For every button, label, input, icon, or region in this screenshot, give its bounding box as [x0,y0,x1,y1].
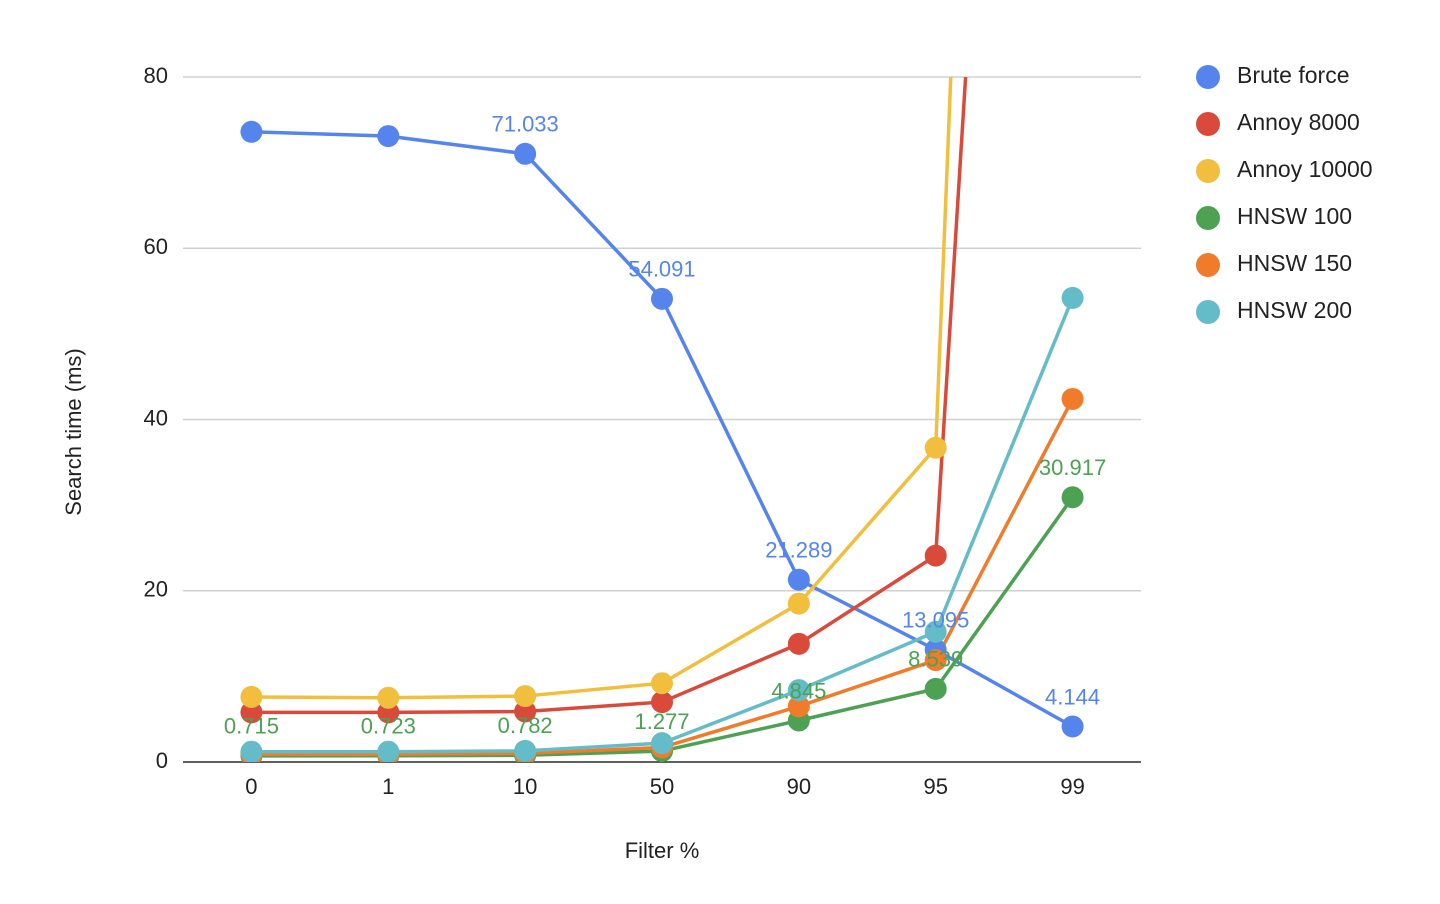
data-point [240,685,263,708]
y-axis-label: Search time (ms) [61,348,86,515]
data-point [514,700,537,723]
data-point [651,287,673,310]
legend-marker [1196,159,1220,183]
legend-label: HNSW 100 [1237,203,1352,229]
data-label: 21.289 [765,538,832,563]
data-label: 4.845 [771,678,826,703]
legend-marker [1196,253,1220,277]
data-point [651,672,673,695]
data-point [787,632,810,655]
data-label: 0.782 [498,713,553,738]
data-point [514,142,537,165]
data-point [924,677,947,700]
data-label: 0.715 [224,714,279,739]
data-point [924,544,947,567]
data-point [651,732,673,755]
data-point [240,120,263,143]
data-point [924,649,947,672]
legend-marker [1196,300,1220,324]
x-tick-label: 10 [513,774,537,799]
x-tick-label: 50 [650,774,674,799]
y-tick-label: 40 [144,405,168,430]
data-point [787,568,810,591]
data-label: 30.917 [1039,455,1106,480]
plot-area [240,77,1084,762]
x-tick-label: 0 [245,774,257,799]
legend-label: Annoy 10000 [1237,156,1373,182]
data-label: 1.277 [634,709,689,734]
data-label: 4.144 [1045,684,1100,709]
data-label: 13.095 [902,608,969,633]
data-point [924,436,947,459]
data-point [787,592,810,615]
y-tick-label: 60 [144,234,168,259]
data-point [1061,286,1084,309]
data-point [1061,486,1084,509]
data-label: 54.091 [628,257,695,282]
legend-label: HNSW 200 [1237,297,1352,323]
data-label: 0.723 [361,714,416,739]
y-tick-label: 0 [156,748,168,773]
y-tick-label: 80 [144,63,168,88]
data-point [1061,387,1084,410]
legend-marker [1196,65,1220,89]
data-point [924,620,947,643]
legend-label: Annoy 8000 [1237,109,1360,135]
data-point [514,685,537,708]
x-axis-label: Filter % [625,838,700,863]
x-tick-label: 1 [382,774,394,799]
x-tick-label: 99 [1060,774,1084,799]
legend-label: Brute force [1237,62,1350,88]
y-tick-label: 20 [144,577,168,602]
legend-label: HNSW 150 [1237,250,1352,276]
data-point [651,691,673,714]
data-point [787,679,810,702]
data-point [240,701,263,724]
legend-marker [1196,206,1220,230]
data-point [514,739,537,762]
data-point [377,686,400,709]
legend-marker [1196,112,1220,136]
data-label: 71.033 [491,112,558,137]
data-point [787,695,810,718]
data-point [240,740,263,762]
data-point [377,740,400,762]
data-point [1061,715,1084,738]
data-point [377,125,400,148]
x-tick-label: 90 [787,774,811,799]
data-label: 8.539 [908,647,963,672]
x-tick-label: 95 [923,774,947,799]
